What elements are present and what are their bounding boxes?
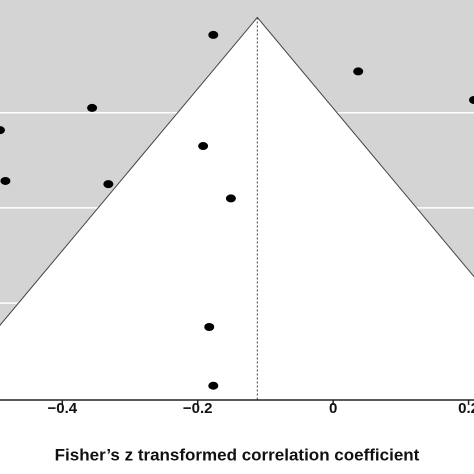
point — [198, 142, 209, 151]
point — [208, 30, 219, 39]
x-tick-label: 0 — [329, 400, 337, 417]
point — [204, 322, 215, 331]
point — [0, 126, 5, 135]
point — [103, 180, 114, 189]
point — [208, 381, 219, 390]
point — [469, 96, 474, 104]
x-tick-label: −0.4 — [47, 400, 77, 417]
x-tick-label: −0.2 — [183, 400, 213, 417]
point — [353, 67, 364, 76]
point — [225, 194, 236, 203]
point — [87, 103, 98, 112]
point — [0, 176, 11, 185]
x-tick-label: 0.2 — [458, 400, 474, 417]
x-axis-label: Fisher’s z transformed correlation coeff… — [55, 445, 420, 464]
